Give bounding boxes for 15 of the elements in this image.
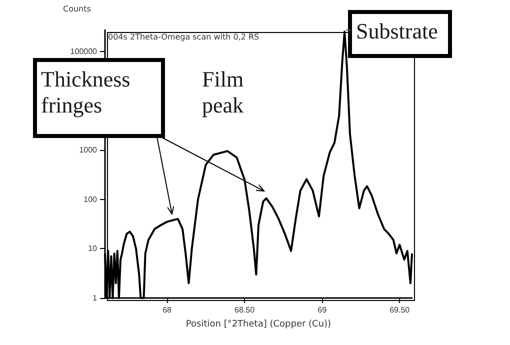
x-tick-label: 68 [162,306,172,314]
y-axis-title: Counts [63,4,91,14]
y-tick-label: 10 [88,244,98,254]
x-axis-title: Position [°2Theta] (Copper (Cu)) [186,320,332,330]
x-tick-label: 68.50 [234,306,256,314]
annotation: Substrate [356,18,438,44]
y-tick-label: 100000 [70,46,98,56]
y-tick-label: 1000 [79,145,98,154]
x-tick-label: 69.50 [390,306,410,314]
y-tick-label: 1 [92,294,98,302]
y-tick-label: 100 [84,194,98,204]
chart-title: 004s 2Theta-Omega scan with 0,2 RS [108,32,260,42]
x-tick-label: 69 [318,306,328,314]
annotation: Film peak [202,66,250,118]
annotation: Thickness fringes [41,66,136,118]
